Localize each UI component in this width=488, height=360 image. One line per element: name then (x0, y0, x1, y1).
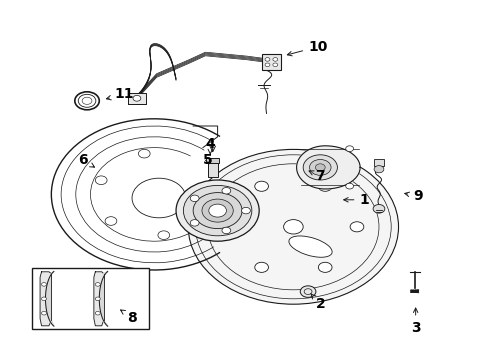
Text: 4: 4 (205, 137, 215, 154)
Bar (261, 54, 281, 70)
Circle shape (345, 146, 353, 152)
Polygon shape (94, 272, 103, 326)
Circle shape (254, 262, 268, 273)
Text: 5: 5 (203, 153, 212, 167)
Circle shape (241, 207, 250, 214)
Bar (206, 158, 219, 163)
Circle shape (264, 58, 269, 61)
Text: 8: 8 (121, 310, 137, 324)
Circle shape (41, 297, 46, 301)
Ellipse shape (288, 236, 331, 257)
Circle shape (133, 95, 141, 101)
Text: 11: 11 (106, 87, 134, 101)
Text: 6: 6 (78, 153, 94, 167)
Circle shape (373, 166, 383, 173)
Bar (128, 93, 145, 104)
Circle shape (309, 159, 330, 175)
Circle shape (222, 188, 230, 194)
Circle shape (176, 180, 259, 241)
Circle shape (95, 176, 107, 185)
Circle shape (188, 149, 398, 304)
Bar (373, 159, 383, 166)
Circle shape (208, 204, 226, 217)
Circle shape (193, 193, 242, 229)
Circle shape (303, 155, 337, 180)
Circle shape (300, 286, 315, 297)
Text: 7: 7 (308, 170, 325, 183)
Circle shape (272, 63, 277, 67)
Circle shape (345, 183, 353, 189)
Circle shape (132, 178, 185, 218)
Circle shape (95, 297, 100, 301)
Circle shape (158, 231, 169, 239)
Circle shape (183, 185, 251, 236)
Circle shape (95, 283, 100, 286)
Circle shape (105, 217, 117, 225)
Polygon shape (296, 146, 359, 189)
Circle shape (318, 181, 331, 191)
Polygon shape (40, 272, 51, 326)
Circle shape (41, 311, 46, 315)
Circle shape (315, 164, 325, 171)
Circle shape (372, 204, 384, 213)
Text: 9: 9 (404, 189, 422, 203)
Circle shape (190, 220, 199, 226)
Text: 1: 1 (343, 193, 368, 207)
Circle shape (272, 58, 277, 61)
Circle shape (222, 227, 230, 234)
Circle shape (254, 181, 268, 191)
Bar (207, 163, 217, 177)
Circle shape (202, 199, 233, 222)
Circle shape (283, 220, 303, 234)
Polygon shape (45, 271, 54, 326)
Text: 3: 3 (410, 308, 420, 334)
Circle shape (95, 311, 100, 315)
Circle shape (318, 262, 331, 273)
Circle shape (138, 149, 150, 158)
Circle shape (41, 283, 46, 286)
Bar (32, 268, 149, 329)
Circle shape (349, 222, 363, 232)
Circle shape (223, 222, 236, 232)
Polygon shape (99, 271, 107, 326)
Circle shape (264, 63, 269, 67)
Circle shape (190, 195, 199, 202)
Text: 10: 10 (287, 40, 327, 56)
Text: 2: 2 (310, 294, 325, 311)
